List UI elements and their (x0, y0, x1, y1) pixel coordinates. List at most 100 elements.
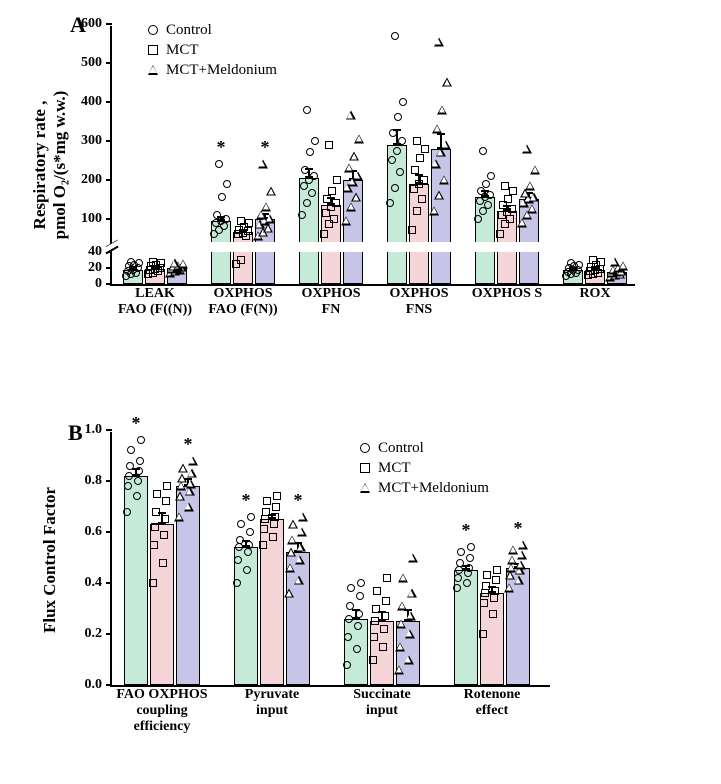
bar-wrap (343, 26, 363, 284)
data-point (371, 617, 379, 625)
significance-star: * (217, 137, 226, 158)
x-tick-label: ROX (540, 284, 650, 302)
y-tick-mark (106, 179, 112, 181)
data-point (397, 601, 407, 610)
data-point (266, 187, 276, 196)
data-point (436, 148, 446, 157)
data-point (332, 199, 340, 207)
x-tick-label: FAO OXPHOScouplingefficiency (102, 685, 222, 735)
y-tick-label: 600 (78, 16, 106, 32)
data-point (159, 559, 167, 567)
bar-break-gap (297, 242, 321, 252)
bar-wrap (480, 432, 504, 685)
data-point (455, 566, 463, 574)
data-point (394, 665, 404, 674)
data-point (506, 215, 514, 223)
data-point (288, 520, 298, 529)
data-point (259, 541, 267, 549)
data-point (490, 594, 498, 602)
data-point (353, 171, 363, 180)
data-point (245, 219, 253, 227)
data-point (504, 195, 512, 203)
data-point (518, 540, 528, 549)
data-point (296, 543, 306, 552)
data-point (223, 180, 231, 188)
bar-wrap: * (286, 432, 310, 685)
data-point (261, 515, 269, 523)
data-point (256, 210, 266, 219)
data-point (218, 193, 226, 201)
data-point (303, 199, 311, 207)
data-point (369, 656, 377, 664)
data-point (176, 482, 186, 491)
axis-break (105, 240, 119, 254)
bar-wrap (321, 26, 341, 284)
chart-group: Succinateinput (344, 432, 420, 685)
data-point (413, 207, 421, 215)
data-point (330, 215, 338, 223)
data-point (311, 137, 319, 145)
data-point (437, 105, 447, 114)
data-point (487, 172, 495, 180)
bar-wrap: * (255, 26, 275, 284)
data-point (215, 160, 223, 168)
data-point (405, 630, 415, 639)
data-point (504, 584, 514, 593)
y-tick-label: 1.0 (78, 422, 106, 438)
data-point (589, 256, 597, 264)
data-point (356, 592, 364, 600)
data-point (346, 602, 354, 610)
data-point (247, 513, 255, 521)
bar-wrap (370, 432, 394, 685)
y-tick-mark (106, 267, 112, 269)
data-point (411, 166, 419, 174)
data-point (489, 610, 497, 618)
data-point (349, 152, 359, 161)
bar-wrap: * (454, 432, 478, 685)
data-point (175, 492, 185, 501)
data-point (135, 259, 143, 267)
data-point (125, 472, 133, 480)
data-point (153, 490, 161, 498)
data-point (245, 541, 253, 549)
data-point (457, 548, 465, 556)
bar-wrap (475, 26, 495, 284)
data-point (213, 211, 221, 219)
bar-wrap (123, 26, 143, 284)
bar-wrap (150, 432, 174, 685)
y-tick-mark (106, 218, 112, 220)
data-point (408, 553, 418, 562)
bar (431, 149, 451, 284)
y-tick-mark (106, 582, 112, 584)
data-point (354, 134, 364, 143)
y-tick-mark (106, 633, 112, 635)
data-point (527, 204, 537, 213)
bar-wrap (387, 26, 407, 284)
bar-break-gap (341, 242, 365, 252)
data-point (341, 216, 351, 225)
data-point (234, 556, 242, 564)
data-point (269, 533, 277, 541)
bar-break-gap (473, 242, 497, 252)
data-point (161, 515, 169, 523)
data-point (333, 176, 341, 184)
data-point (284, 589, 294, 598)
data-point (508, 545, 518, 554)
data-point (347, 584, 355, 592)
bar-break-gap (209, 242, 233, 252)
data-point (235, 543, 243, 551)
data-point (509, 187, 517, 195)
data-point (432, 125, 442, 134)
data-point (170, 259, 180, 268)
data-point (265, 214, 275, 223)
data-point (480, 599, 488, 607)
y-tick-mark (106, 480, 112, 482)
bar-break-gap (495, 242, 519, 252)
panel-a-plot-area: 02040100200300400500600LEAKFAO (F((N))OX… (110, 26, 635, 286)
data-point (418, 195, 426, 203)
data-point (421, 145, 429, 153)
data-point (163, 482, 171, 490)
significance-star: * (242, 490, 251, 511)
data-point (177, 474, 187, 483)
bar-wrap: * (124, 432, 148, 685)
